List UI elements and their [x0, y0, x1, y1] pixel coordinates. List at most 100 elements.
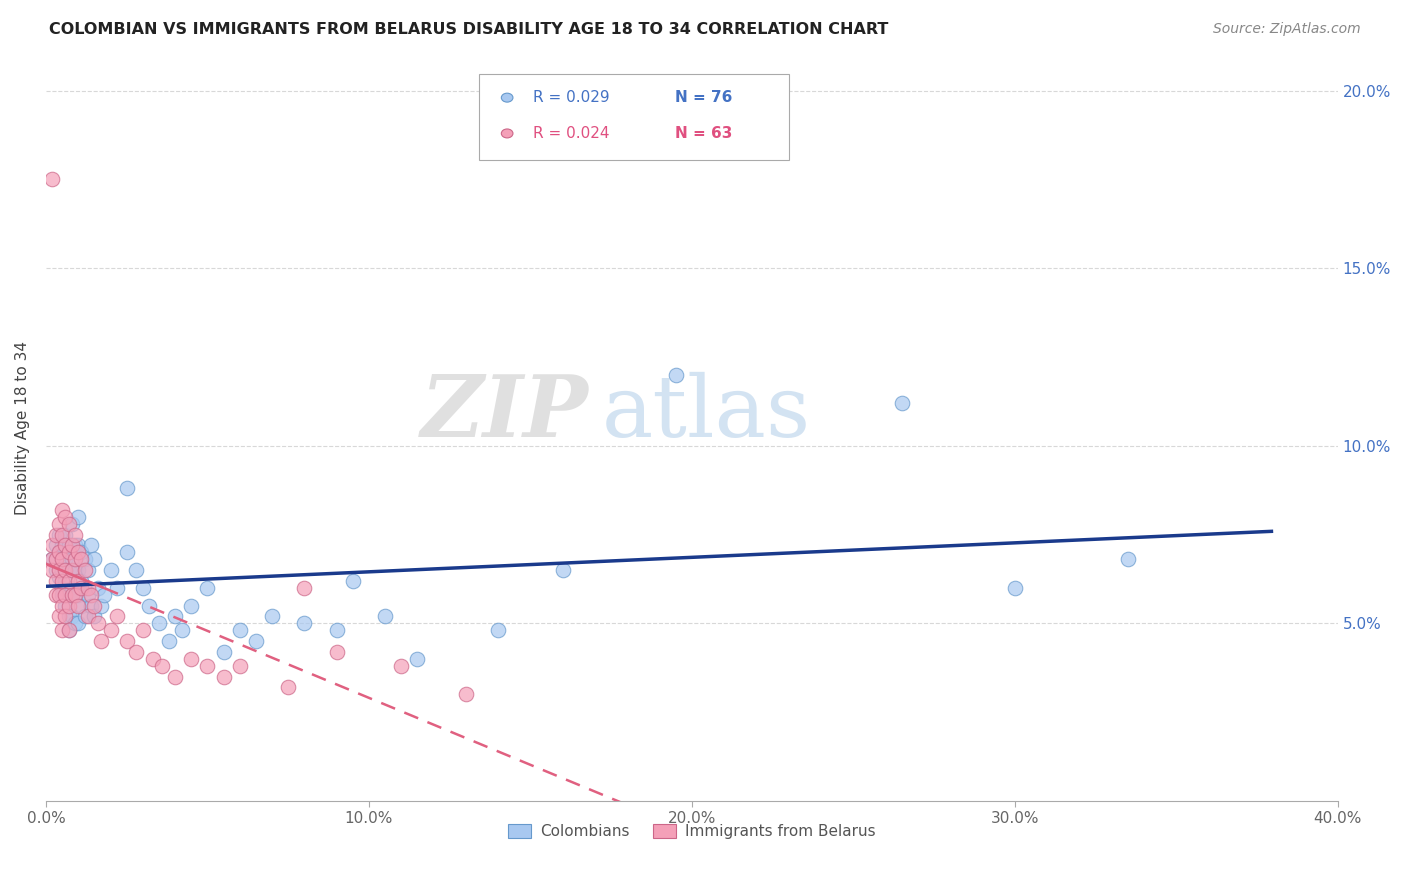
- Point: [41, 172, 63, 186]
- Point: [51, 552, 73, 566]
- Point: [63, 588, 86, 602]
- Point: [48, 570, 70, 584]
- Point: [53, 588, 76, 602]
- Point: [125, 645, 148, 659]
- Point: [60, 609, 83, 624]
- Ellipse shape: [502, 129, 513, 138]
- Point: [53, 609, 76, 624]
- Point: [141, 652, 163, 666]
- Point: [67, 545, 90, 559]
- Point: [60, 581, 83, 595]
- Point: [67, 599, 90, 613]
- Text: N = 63: N = 63: [675, 126, 733, 141]
- Point: [45, 563, 67, 577]
- Point: [80, 588, 103, 602]
- Point: [73, 552, 96, 566]
- Point: [374, 609, 396, 624]
- Point: [90, 634, 112, 648]
- Point: [63, 527, 86, 541]
- Point: [58, 599, 80, 613]
- Point: [67, 616, 90, 631]
- Ellipse shape: [502, 93, 513, 102]
- Point: [51, 599, 73, 613]
- Point: [325, 624, 347, 638]
- Point: [60, 588, 83, 602]
- Point: [80, 599, 103, 613]
- Point: [342, 574, 364, 588]
- Point: [197, 659, 219, 673]
- Point: [229, 624, 252, 638]
- Point: [48, 563, 70, 577]
- Point: [51, 588, 73, 602]
- Point: [67, 563, 90, 577]
- Text: R = 0.024: R = 0.024: [533, 126, 609, 141]
- Point: [77, 588, 100, 602]
- Point: [48, 545, 70, 559]
- Point: [67, 574, 90, 588]
- Point: [41, 538, 63, 552]
- Point: [51, 502, 73, 516]
- Point: [454, 687, 477, 701]
- Point: [58, 545, 80, 559]
- Point: [486, 624, 509, 638]
- Point: [890, 396, 912, 410]
- Point: [58, 624, 80, 638]
- Point: [73, 609, 96, 624]
- Point: [100, 563, 122, 577]
- Point: [53, 538, 76, 552]
- Point: [105, 581, 128, 595]
- Point: [53, 563, 76, 577]
- Point: [70, 574, 93, 588]
- Point: [551, 563, 574, 577]
- Point: [67, 588, 90, 602]
- Point: [80, 538, 103, 552]
- Point: [292, 616, 315, 631]
- Point: [63, 538, 86, 552]
- Point: [51, 574, 73, 588]
- Point: [170, 624, 193, 638]
- Point: [115, 634, 138, 648]
- Point: [48, 545, 70, 559]
- Point: [70, 545, 93, 559]
- Point: [63, 588, 86, 602]
- Point: [67, 509, 90, 524]
- Point: [70, 599, 93, 613]
- Point: [51, 527, 73, 541]
- Point: [53, 509, 76, 524]
- Point: [93, 588, 115, 602]
- Point: [132, 581, 155, 595]
- Point: [138, 599, 160, 613]
- Point: [325, 645, 347, 659]
- Point: [406, 652, 429, 666]
- Point: [53, 527, 76, 541]
- Text: Source: ZipAtlas.com: Source: ZipAtlas.com: [1213, 22, 1361, 37]
- Point: [41, 552, 63, 566]
- Point: [63, 616, 86, 631]
- Point: [77, 581, 100, 595]
- Point: [77, 563, 100, 577]
- Point: [45, 574, 67, 588]
- Point: [45, 538, 67, 552]
- Point: [60, 538, 83, 552]
- Point: [70, 552, 93, 566]
- Legend: Colombians, Immigrants from Belarus: Colombians, Immigrants from Belarus: [502, 818, 882, 846]
- Point: [73, 563, 96, 577]
- FancyBboxPatch shape: [478, 74, 789, 160]
- Point: [63, 563, 86, 577]
- Point: [83, 609, 105, 624]
- Point: [197, 581, 219, 595]
- Point: [51, 563, 73, 577]
- Point: [86, 616, 108, 631]
- Point: [125, 563, 148, 577]
- Point: [180, 599, 202, 613]
- Point: [53, 574, 76, 588]
- Point: [100, 624, 122, 638]
- Point: [77, 609, 100, 624]
- Point: [73, 581, 96, 595]
- Point: [132, 624, 155, 638]
- Point: [277, 680, 299, 694]
- Point: [165, 609, 187, 624]
- Point: [67, 538, 90, 552]
- Point: [51, 581, 73, 595]
- Point: [53, 599, 76, 613]
